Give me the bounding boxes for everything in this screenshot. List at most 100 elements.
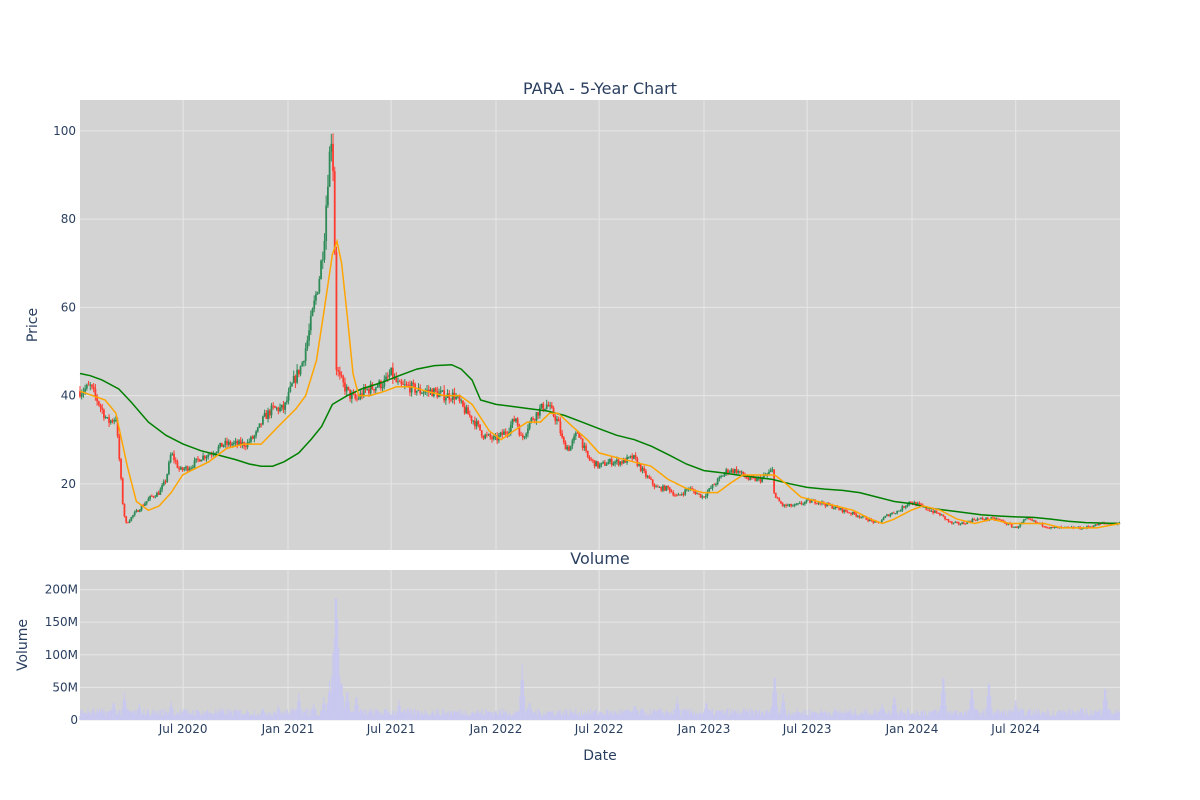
candle-up [680,494,683,496]
volume-bar [896,712,898,720]
volume-bar [796,708,798,720]
candle-down [993,517,996,520]
volume-bar [817,715,820,720]
candle-up [571,440,574,446]
candle-up [499,432,502,436]
volume-bar [322,703,324,720]
volume-bar [420,715,422,720]
volume-bar [430,714,432,720]
volume-bar [514,711,516,720]
volume-bar [138,703,140,720]
candle-down [125,516,128,523]
volume-bar [297,701,299,720]
volume-bar [864,712,866,720]
volume-bar [463,715,465,720]
volume-bar [752,711,755,720]
candle-up [388,374,391,377]
volume-bar [364,709,366,720]
candle-down [576,432,579,434]
candle-up [104,417,107,419]
volume-bar [830,716,832,720]
volume-bar [831,715,833,720]
volume-bar [117,713,119,720]
volume-bar [855,713,857,720]
volume-bar [764,713,766,720]
candle-down [1096,524,1099,526]
candle-down [79,391,81,397]
volume-bar [731,709,733,720]
volume-bar [336,618,339,720]
volume-bar [985,707,987,720]
volume-bar [949,710,951,720]
volume-bar [102,709,104,720]
volume-bar [901,709,903,720]
candle-up [301,362,304,367]
volume-bar [612,714,614,720]
volume-bar [204,712,206,720]
volume-bar [525,712,527,720]
candle-up [166,474,169,482]
volume-bar [740,711,742,720]
volume-bar [719,711,722,720]
candle-up [313,300,316,309]
candle-down [229,441,232,446]
volume-bar [603,714,605,720]
volume-bar [1096,711,1098,720]
candle-down [1099,523,1102,525]
candle-up [874,521,876,523]
candle-up [971,518,974,523]
volume-bar [974,708,976,720]
candle-down [356,398,358,400]
volume-bar [1031,715,1033,720]
volume-bar [832,711,834,720]
volume-chart-title: Volume [570,549,630,568]
volume-bar [633,706,635,720]
candle-up [1092,526,1095,528]
candle-down [491,437,493,440]
candle-up [665,485,668,491]
candle-down [554,416,557,421]
volume-bar [772,692,774,720]
candle-up [662,485,664,491]
volume-bar [869,712,871,720]
volume-bar [995,711,997,720]
candle-up [619,461,622,465]
volume-bar [531,711,534,720]
volume-bar [185,710,187,720]
volume-bar [613,709,616,720]
price-plot-area[interactable] [80,100,1120,550]
candle-down [1000,519,1003,521]
volume-bar [339,676,341,720]
volume-bar [927,715,929,720]
volume-bar [1052,710,1054,720]
candle-down [342,376,345,383]
volume-plot-area[interactable] [80,570,1120,720]
candle-up [191,467,194,469]
candle-down [412,382,415,384]
candle-down [909,501,912,503]
candle-down [157,492,160,495]
candle-up [475,421,478,427]
volume-bar [323,697,325,720]
volume-bar [283,712,285,720]
volume-bar [876,715,878,720]
volume-bar [807,715,809,720]
volume-bar [674,710,676,720]
volume-bar [143,708,145,720]
candle-up [318,279,321,293]
candle-up [686,489,688,491]
x-tick-label: Jul 2021 [366,722,416,736]
volume-bar [501,714,503,720]
volume-bar [755,709,757,720]
candle-up [209,454,211,456]
volume-bar [340,683,342,720]
volume-bar [950,714,952,720]
volume-bar [934,710,936,720]
candle-up [330,143,333,152]
candle-up [985,517,987,521]
candle-down [92,386,95,389]
volume-bar [240,709,242,720]
volume-bar [533,713,535,720]
volume-bar [449,711,452,720]
volume-bar [281,711,283,720]
